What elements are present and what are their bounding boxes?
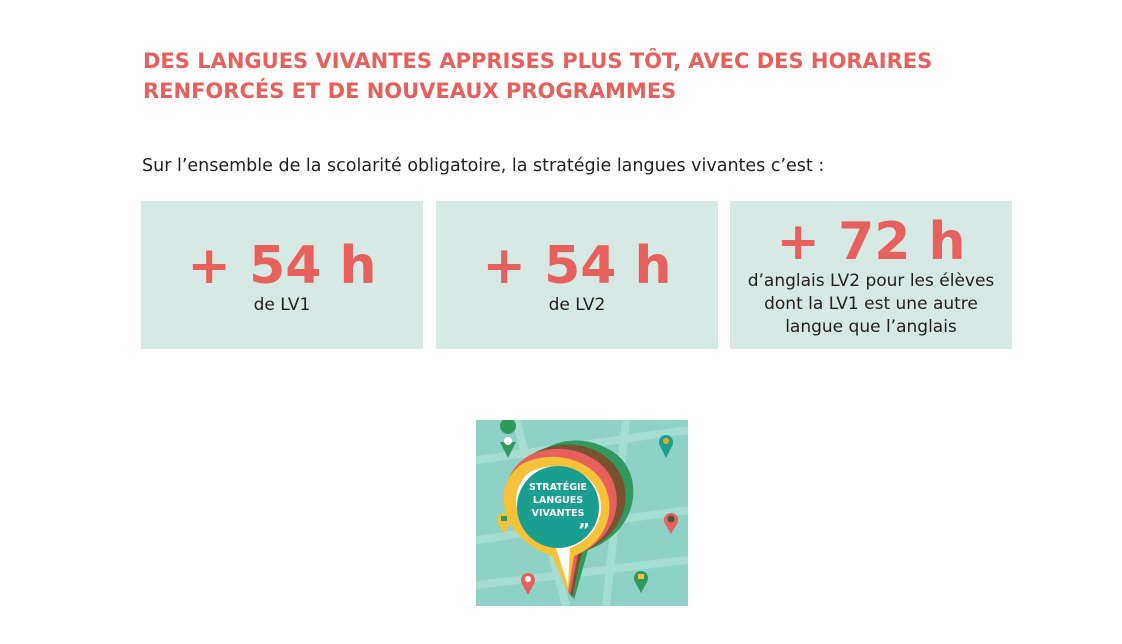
logo-line-3: VIVANTES [532,508,585,519]
stat-box-english-lv2: + 72 h d’anglais LV2 pour les élèves don… [730,201,1012,349]
small-pin-5 [521,573,535,595]
logo-line-1: STRATÉGIE [529,481,587,493]
stat-label-line: langue que l’anglais [785,317,957,337]
main-pin [503,440,634,600]
small-pin-1 [500,420,516,458]
stat-box-lv1: + 54 h de LV1 [141,201,423,349]
stat-label: de LV2 [548,295,606,315]
strategie-langues-vivantes-logo: STRATÉGIE LANGUES VIVANTES ” [476,420,688,606]
quote-mark-icon: ” [578,520,590,541]
stat-label-line: dont la LV1 est une autre [764,294,978,314]
logo-graphic: STRATÉGIE LANGUES VIVANTES ” [476,420,688,606]
intro-text: Sur l’ensemble de la scolarité obligatoi… [142,156,825,176]
stat-value: + 54 h [482,236,672,296]
headline-line-1: DES LANGUES VIVANTES APPRISES PLUS TÔT, … [143,49,933,73]
stat-value: + 72 h [776,212,966,272]
logo-line-2: LANGUES [533,495,583,506]
small-pin-6 [634,571,648,593]
stat-label: de LV1 [253,295,311,315]
stat-label-line: d’anglais LV2 pour les élèves [747,271,995,291]
stat-value: + 54 h [187,236,377,296]
page-headline: DES LANGUES VIVANTES APPRISES PLUS TÔT, … [143,46,1043,106]
headline-line-2: RENFORCÉS ET DE NOUVEAUX PROGRAMMES [143,79,677,103]
small-pin-4 [664,513,678,534]
stat-box-lv2: + 54 h de LV2 [436,201,718,349]
small-pin-2 [659,435,673,458]
